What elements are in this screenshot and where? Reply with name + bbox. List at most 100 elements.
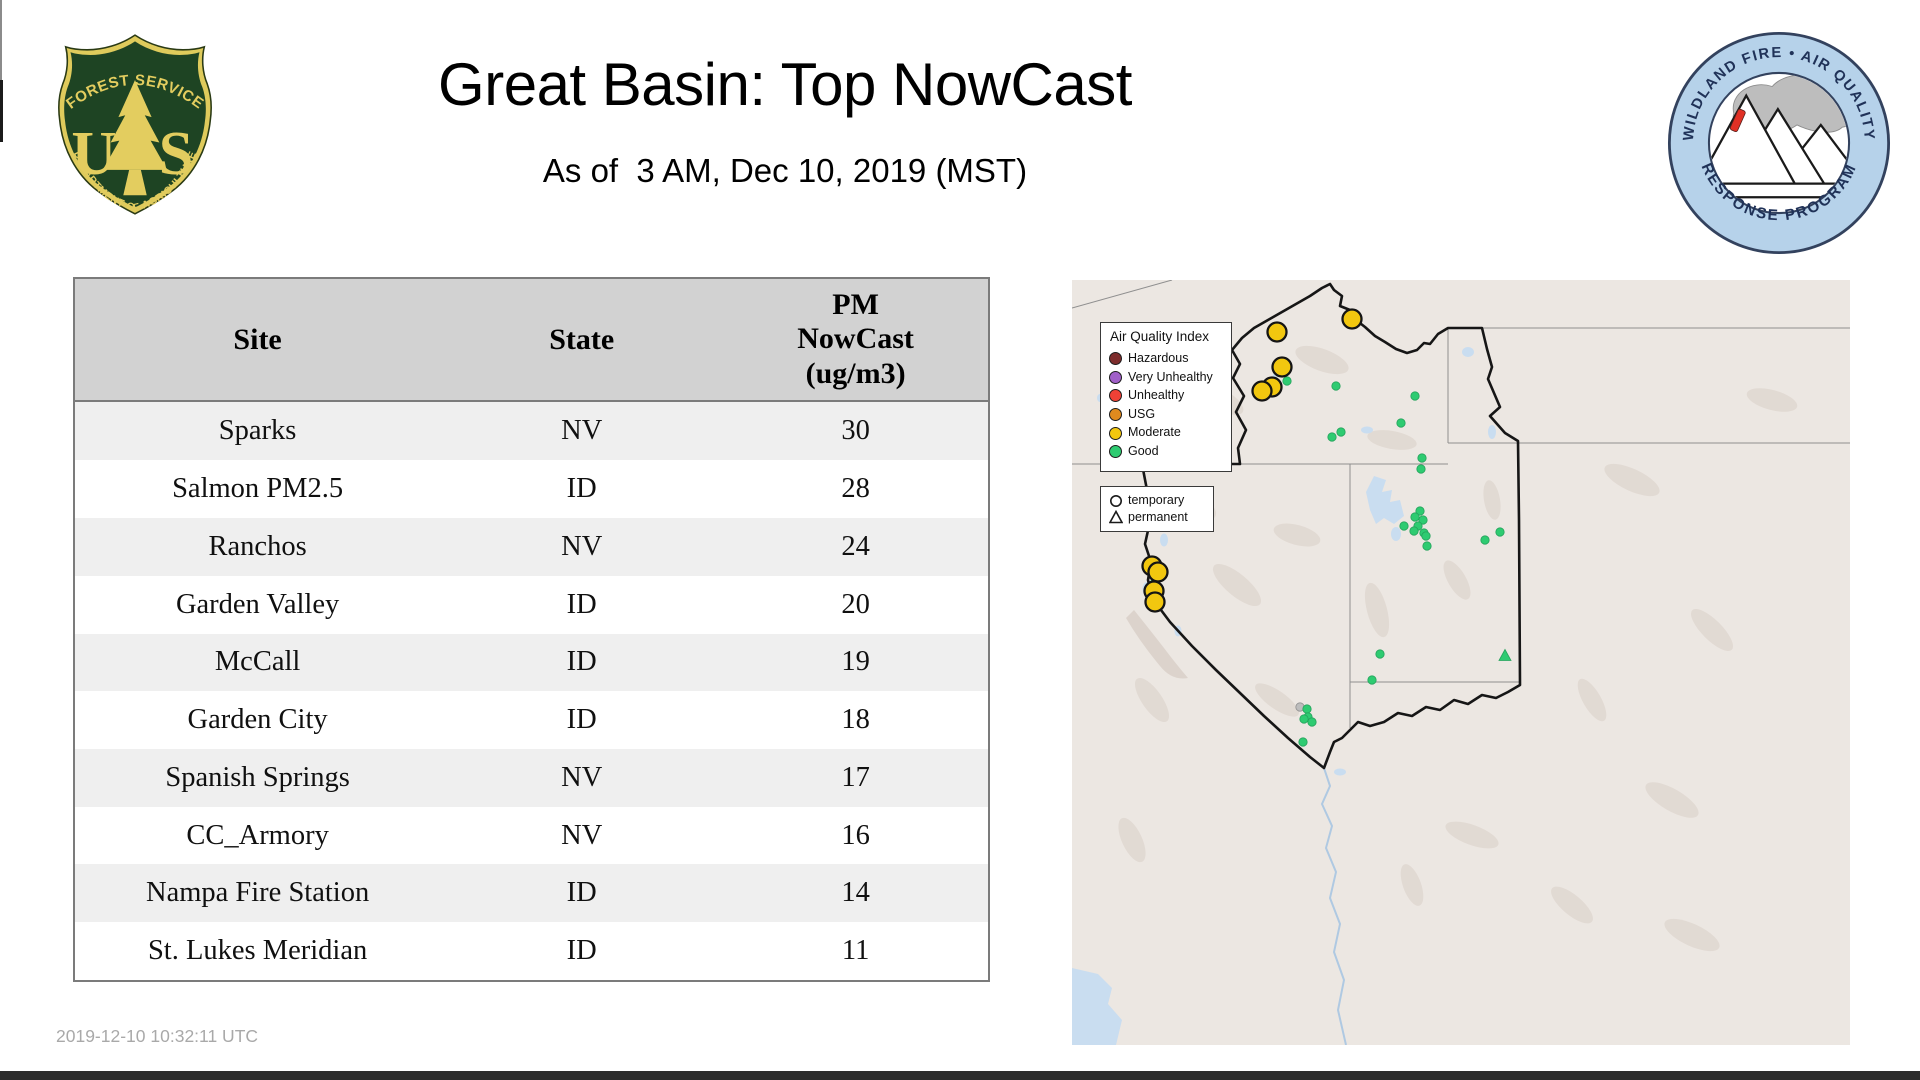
- table-row: Garden City ID 18: [75, 691, 988, 750]
- table-row: Salmon PM2.5 ID 28: [75, 460, 988, 519]
- site-cell: Garden City: [187, 704, 328, 736]
- value-cell: 11: [841, 935, 870, 967]
- state-cell: ID: [566, 588, 597, 620]
- value-cell: 30: [841, 415, 870, 447]
- good-monitor-marker: [1396, 418, 1406, 428]
- aqi-color-swatch: [1109, 408, 1122, 422]
- aqi-color-swatch: [1109, 445, 1122, 459]
- state-cell: ID: [566, 473, 597, 505]
- wfaqrp-logo: WILDLAND FIRE • AIR QUALITY RESPONSE PRO…: [1667, 31, 1891, 255]
- table-row: Ranchos NV 24: [75, 518, 988, 576]
- good-monitor-marker: [1422, 541, 1432, 551]
- good-monitor-marker: [1302, 704, 1312, 714]
- good-monitor-marker: [1367, 675, 1377, 685]
- page-title: Great Basin: Top NowCast: [438, 51, 1132, 118]
- value-cell: 16: [841, 819, 870, 851]
- state-cell: ID: [566, 704, 597, 736]
- yellowstone-lake: [1462, 347, 1474, 357]
- aqi-legend-item: Moderate: [1109, 425, 1223, 441]
- aqi-legend-item: Good: [1109, 444, 1223, 460]
- good-monitor-marker: [1282, 376, 1292, 386]
- pyramid-lake: [1160, 533, 1168, 547]
- lakes: [1072, 347, 1496, 1045]
- good-permanent-monitor-marker: [1498, 648, 1512, 661]
- good-monitor-marker: [1418, 515, 1428, 525]
- utah-lake: [1391, 527, 1401, 541]
- great-basin-map: Air Quality Index Hazardous Very Unhealt…: [1072, 280, 1850, 1045]
- site-cell: CC_Armory: [186, 819, 329, 851]
- permanent-label: permanent: [1128, 509, 1188, 524]
- mountain-left-icon: [1710, 93, 1796, 185]
- good-monitor-marker: [1307, 717, 1317, 727]
- good-monitor-marker: [1299, 714, 1309, 724]
- usfs-letter-s: S: [159, 118, 194, 188]
- good-monitor-marker: [1410, 512, 1420, 522]
- table-row: Sparks NV 30: [75, 401, 988, 461]
- american-falls-reservoir: [1361, 426, 1373, 434]
- marker-type-legend: temporary permanent: [1100, 486, 1214, 533]
- aqi-legend: Air Quality Index Hazardous Very Unhealt…: [1100, 322, 1232, 472]
- good-monitor-marker: [1331, 381, 1341, 391]
- temporary-circle-icon: [1110, 494, 1122, 507]
- aqi-legend-item: USG: [1109, 407, 1223, 423]
- aqi-legend-item: Unhealthy: [1109, 388, 1223, 404]
- aqi-legend-item: Very Unhealthy: [1109, 370, 1223, 386]
- state-cell: NV: [561, 761, 603, 793]
- column-header-pm-line: (ug/m3): [805, 356, 906, 390]
- moderate-monitor-marker: [1266, 321, 1288, 343]
- table-row: CC_Armory NV 16: [75, 806, 988, 865]
- moderate-monitor-marker: [1144, 591, 1166, 613]
- value-cell: 24: [841, 531, 870, 562]
- aqi-legend-label: Good: [1128, 444, 1159, 458]
- moderate-monitor-marker: [1147, 561, 1169, 583]
- table-row: St. Lukes Meridian ID 11: [75, 922, 988, 980]
- page-subtitle: As of 3 AM, Dec 10, 2019 (MST): [542, 152, 1028, 189]
- value-cell: 19: [841, 646, 870, 678]
- generated-timestamp: 2019-12-10 10:32:11 UTC: [56, 1026, 259, 1046]
- moderate-markers-layer: [1141, 308, 1363, 613]
- moderate-monitor-marker: [1341, 308, 1363, 330]
- table-row: Nampa Fire Station ID 14: [75, 864, 988, 923]
- aqi-legend-label: Unhealthy: [1128, 388, 1185, 403]
- great-basin-boundary: [1140, 282, 1522, 770]
- site-cell: St. Lukes Meridian: [147, 935, 368, 967]
- state-cell: ID: [566, 935, 597, 967]
- table-row: McCall ID 19: [75, 633, 988, 692]
- site-cell: Sparks: [218, 415, 297, 447]
- table-row: Spanish Springs NV 17: [75, 749, 988, 807]
- good-monitor-marker: [1410, 391, 1420, 401]
- state-cell: NV: [561, 415, 603, 447]
- moderate-monitor-marker: [1251, 380, 1273, 402]
- state-cell: ID: [566, 646, 597, 678]
- column-header-site: Site: [75, 279, 441, 402]
- nowcast-table: Site State PM NowCast (ug/m3) Sparks NV 30…: [73, 277, 990, 982]
- column-header-pm-line: NowCast: [797, 322, 914, 356]
- good-monitor-marker: [1416, 464, 1426, 474]
- site-cell: Spanish Springs: [165, 761, 350, 793]
- value-cell: 14: [841, 877, 870, 909]
- site-cell: Ranchos: [208, 531, 307, 562]
- column-header-pm-nowcast: PM NowCast (ug/m3): [723, 279, 988, 402]
- aqi-legend-label: USG: [1128, 406, 1156, 421]
- site-cell: Nampa Fire Station: [145, 877, 370, 909]
- value-cell: 28: [841, 473, 870, 505]
- aqi-legend-item: Hazardous: [1109, 351, 1223, 367]
- aqi-color-swatch: [1109, 426, 1122, 440]
- aqi-color-swatch: [1109, 352, 1122, 366]
- good-monitor-marker: [1336, 427, 1346, 437]
- bottom-window-edge: [0, 1071, 1920, 1080]
- permanent-triangle-icon: [1109, 510, 1123, 524]
- state-cell: NV: [561, 531, 603, 562]
- good-monitor-marker: [1495, 527, 1505, 537]
- moderate-monitor-marker: [1271, 356, 1293, 378]
- good-monitor-marker: [1399, 521, 1409, 531]
- colorado-river: [1320, 767, 1347, 1045]
- usfs-tree-trunk: [123, 169, 147, 196]
- state-cell: NV: [561, 819, 603, 851]
- good-monitor-marker: [1298, 737, 1308, 747]
- site-cell: Garden Valley: [175, 588, 340, 620]
- aqi-color-swatch: [1109, 370, 1122, 384]
- good-monitor-marker: [1409, 526, 1419, 536]
- aqi-legend-label: Very Unhealthy: [1128, 369, 1213, 384]
- pacific-ocean: [1072, 968, 1122, 1045]
